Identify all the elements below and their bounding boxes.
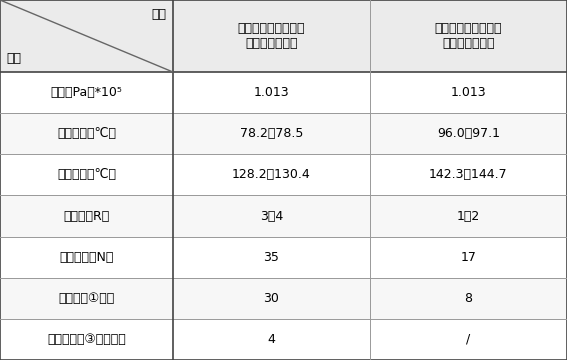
Bar — [0, 113, 173, 154]
Bar — [0, 278, 173, 319]
Text: 单侧线萃取共沸精馏
塔的共沸精馏段: 单侧线萃取共沸精馏 塔的共沸精馏段 — [435, 22, 502, 50]
Bar — [0, 237, 173, 278]
Bar — [0, 319, 173, 360]
Bar — [370, 113, 567, 154]
Bar — [173, 237, 370, 278]
Bar — [173, 113, 370, 154]
Text: 工艺: 工艺 — [151, 8, 166, 21]
Bar — [370, 72, 567, 113]
Bar — [173, 319, 370, 360]
Text: 35: 35 — [264, 251, 280, 264]
Text: 底部温度（℃）: 底部温度（℃） — [57, 168, 116, 181]
Bar — [370, 237, 567, 278]
Text: 改性萃取剂③进料位置: 改性萃取剂③进料位置 — [47, 333, 126, 346]
Bar — [370, 278, 567, 319]
Text: 17: 17 — [460, 251, 476, 264]
Text: 128.2～130.4: 128.2～130.4 — [232, 168, 311, 181]
Bar — [173, 72, 370, 113]
Text: 参数: 参数 — [7, 52, 22, 65]
Bar — [0, 195, 173, 237]
Text: 4: 4 — [268, 333, 276, 346]
Text: /: / — [467, 333, 471, 346]
Text: 理论板数（N）: 理论板数（N） — [60, 251, 113, 264]
Text: 96.0～97.1: 96.0～97.1 — [437, 127, 500, 140]
Bar — [370, 0, 567, 72]
Bar — [0, 0, 173, 72]
Text: 142.3～144.7: 142.3～144.7 — [429, 168, 508, 181]
Bar — [0, 154, 173, 195]
Text: 1.013: 1.013 — [451, 86, 486, 99]
Bar — [173, 278, 370, 319]
Bar — [173, 195, 370, 237]
Text: 单侧线萃取共沸精馏
塔的萃取精馏段: 单侧线萃取共沸精馏 塔的萃取精馏段 — [238, 22, 305, 50]
Bar — [0, 72, 173, 113]
Bar — [173, 0, 370, 72]
Text: 压力（Pa）*10⁵: 压力（Pa）*10⁵ — [50, 86, 122, 99]
Bar — [370, 319, 567, 360]
Text: 3～4: 3～4 — [260, 210, 283, 222]
Text: 1.013: 1.013 — [253, 86, 289, 99]
Text: 回流比（R）: 回流比（R） — [64, 210, 109, 222]
Bar — [370, 195, 567, 237]
Text: 顶部温度（℃）: 顶部温度（℃） — [57, 127, 116, 140]
Text: 8: 8 — [464, 292, 472, 305]
Text: 1～2: 1～2 — [457, 210, 480, 222]
Bar — [173, 154, 370, 195]
Text: 78.2～78.5: 78.2～78.5 — [240, 127, 303, 140]
Bar — [370, 154, 567, 195]
Text: 30: 30 — [264, 292, 280, 305]
Text: 原料进料①位置: 原料进料①位置 — [58, 292, 115, 305]
